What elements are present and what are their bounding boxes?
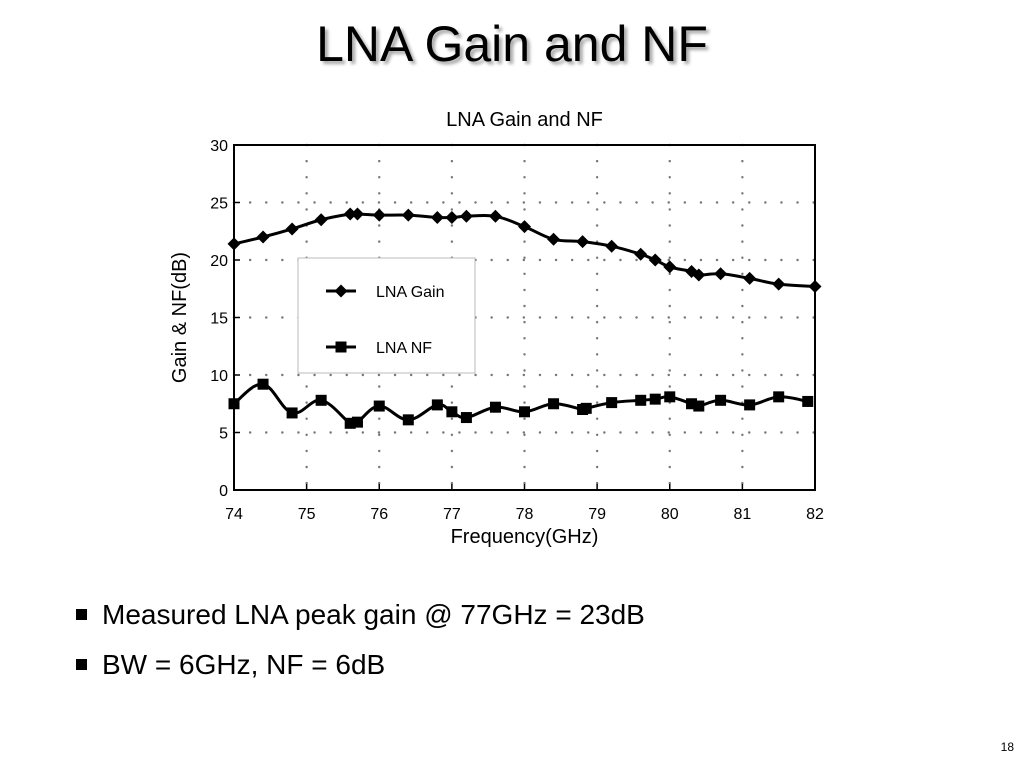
nf-data-point: [351, 416, 363, 428]
gain-data-point: [343, 207, 357, 221]
nf-data-point: [715, 394, 727, 406]
gain-data-point: [648, 253, 662, 267]
legend-label: LNA NF: [376, 340, 432, 357]
gain-data-point: [518, 220, 531, 234]
gain-data-point: [372, 208, 386, 222]
nf-data-point: [635, 394, 647, 406]
y-tick-label: 30: [210, 138, 228, 155]
gain-data-point: [445, 210, 459, 224]
legend-label: LNA Gain: [376, 284, 444, 301]
page-number: 18: [1000, 740, 1014, 754]
x-axis-label: Frequency(GHz): [451, 526, 599, 548]
nf-data-point: [373, 400, 385, 412]
y-axis-label: Gain & NF(dB): [169, 252, 191, 383]
nf-data-point: [548, 398, 560, 410]
legend-square-icon: [335, 341, 347, 353]
y-tick-label: 0: [219, 483, 228, 500]
legend-box: [297, 257, 476, 374]
nf-data-point: [286, 407, 298, 419]
gain-data-point: [692, 268, 706, 282]
nf-data-point: [580, 402, 592, 414]
gain-data-point: [714, 267, 728, 281]
chart-title: LNA Gain and NF: [446, 109, 603, 131]
gain-data-point: [663, 260, 677, 274]
bullet-item: BW = 6GHz, NF = 6dB: [76, 640, 645, 690]
bullet-item: Measured LNA peak gain @ 77GHz = 23dB: [76, 590, 645, 640]
gain-data-point: [350, 207, 364, 221]
legend-diamond-icon: [334, 284, 348, 298]
bullet-list: Measured LNA peak gain @ 77GHz = 23dB BW…: [76, 590, 645, 690]
nf-data-point: [802, 395, 814, 407]
y-tick-label: 10: [210, 368, 228, 385]
y-tick-label: 20: [210, 253, 228, 270]
gain-data-point: [430, 210, 444, 224]
nf-data-point: [315, 394, 327, 406]
gain-data-point: [576, 235, 590, 249]
nf-data-point: [744, 399, 756, 411]
nf-data-point: [489, 401, 501, 413]
bullet-text: BW = 6GHz, NF = 6dB: [102, 649, 386, 680]
gain-data-point: [743, 271, 757, 285]
nf-data-point: [606, 397, 618, 409]
gain-data-point: [772, 277, 786, 291]
x-tick-label: 81: [733, 506, 751, 523]
gain-data-point: [401, 208, 415, 222]
x-tick-label: 75: [298, 506, 316, 523]
x-tick-label: 82: [806, 506, 824, 523]
nf-data-point: [228, 398, 240, 410]
nf-data-point: [773, 391, 785, 403]
gain-data-point: [256, 230, 270, 244]
gain-data-point: [808, 279, 822, 293]
x-tick-label: 74: [225, 506, 243, 523]
gain-data-point: [634, 247, 648, 261]
gain-data-point: [285, 222, 299, 236]
y-tick-label: 25: [210, 196, 228, 213]
gain-data-point: [605, 239, 619, 253]
bullet-text: Measured LNA peak gain @ 77GHz = 23dB: [102, 599, 645, 630]
x-tick-label: 80: [661, 506, 679, 523]
y-tick-label: 5: [219, 426, 228, 443]
nf-data-point: [693, 400, 705, 412]
nf-data-point: [649, 393, 661, 405]
x-tick-label: 76: [370, 506, 388, 523]
nf-data-point: [460, 412, 472, 424]
nf-data-point: [402, 414, 414, 426]
nf-data-point: [686, 398, 698, 410]
nf-data-point: [431, 399, 443, 411]
gain-data-point: [314, 213, 328, 227]
nf-data-point: [519, 406, 530, 418]
chart-container: LNA Gain and NF 74 75 76 77 78 79 80 81 82 0 5 10 15 2…: [150, 96, 850, 566]
square-bullet-icon: [76, 659, 87, 670]
y-tick-label: 15: [210, 311, 228, 328]
square-bullet-icon: [76, 609, 87, 620]
nf-data-point: [446, 406, 458, 418]
slide-title: LNA Gain and NF: [316, 16, 708, 72]
x-tick-label: 78: [516, 506, 534, 523]
x-tick-label: 77: [443, 506, 461, 523]
chart: LNA Gain and NF 74 75 76 77 78 79 80 81 82 0 5 10 15 2…: [169, 109, 824, 548]
gain-data-point: [488, 209, 502, 223]
gain-data-point: [227, 237, 241, 251]
gain-data-point: [547, 232, 561, 246]
gain-data-point: [459, 209, 473, 223]
nf-data-point: [344, 417, 356, 429]
nf-data-point: [664, 391, 676, 403]
x-tick-label: 79: [588, 506, 606, 523]
nf-data-point: [257, 378, 269, 390]
